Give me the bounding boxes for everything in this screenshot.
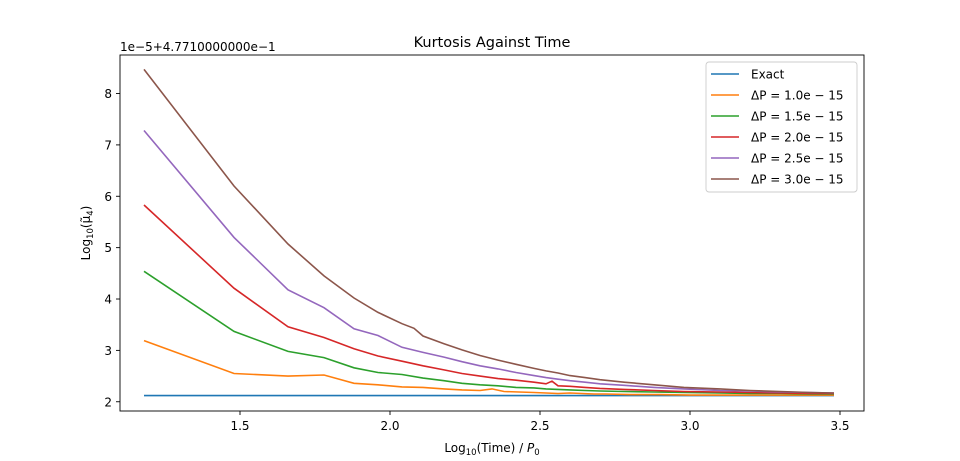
y-tick-label: 3 [104,344,112,358]
y-axis-label-main: Log [79,239,93,260]
legend-label-3: ΔP = 2.0e − 15 [751,131,844,145]
legend-label-4: ΔP = 2.5e − 15 [751,152,844,166]
y-axis-label-subscript: 10 [86,228,96,239]
y-tick-label: 6 [104,190,112,204]
x-axis-label: Log10(Time) / P0 [444,441,539,458]
y-tick-label: 8 [104,87,112,101]
x-tick-label: 3.5 [830,419,849,433]
y-offset-text: 1e−5+4.7710000000e−1 [120,40,276,54]
legend-box [705,61,858,193]
legend-label-0: Exact [751,68,785,82]
x-axis-ticks: 1.5 2.0 2.5 3.0 3.5 [230,411,850,433]
y-axis-ticks: 2 3 4 5 6 7 8 [104,87,120,409]
x-tick-label: 1.5 [230,419,249,433]
plot-lines [143,68,835,397]
legend: Exact ΔP = 1.0e − 15 ΔP = 1.5e − 15 ΔP = 2.… [705,61,858,193]
y-tick-label: 5 [104,241,112,255]
y-tick-label: 7 [104,138,112,152]
legend-label-5: ΔP = 3.0e − 15 [751,173,844,187]
x-axis-label-main: Log [444,441,465,455]
legend-label-1: ΔP = 1.0e − 15 [751,89,844,103]
x-axis-label-subscript: 10 [466,448,477,458]
y-axis-label-close: ) [79,206,93,211]
chart-title: Kurtosis Against Time [414,35,571,51]
series-line-3 [143,204,834,395]
legend-label-2: ΔP = 1.5e − 15 [751,110,844,124]
y-tick-label: 4 [104,293,112,307]
series-line-4 [143,129,835,394]
x-tick-label: 3.0 [680,419,699,433]
series-line-2 [143,270,834,395]
y-axis-label: Log10(μ̃4) [79,206,96,261]
x-tick-label: 2.0 [380,419,399,433]
plot-frame [119,54,865,412]
y-axis-label-rest-subscript: 4 [86,210,96,215]
x-tick-label: 2.5 [530,419,549,433]
y-tick-label: 2 [104,395,112,409]
x-axis-label-p: P [527,441,535,455]
series-line-1 [143,339,834,396]
y-axis-label-rest: (μ̃ [79,215,93,228]
x-axis-label-rest: (Time) / [477,441,527,455]
x-axis-label-p-subscript: 0 [534,448,539,458]
series-line-5 [143,68,835,394]
